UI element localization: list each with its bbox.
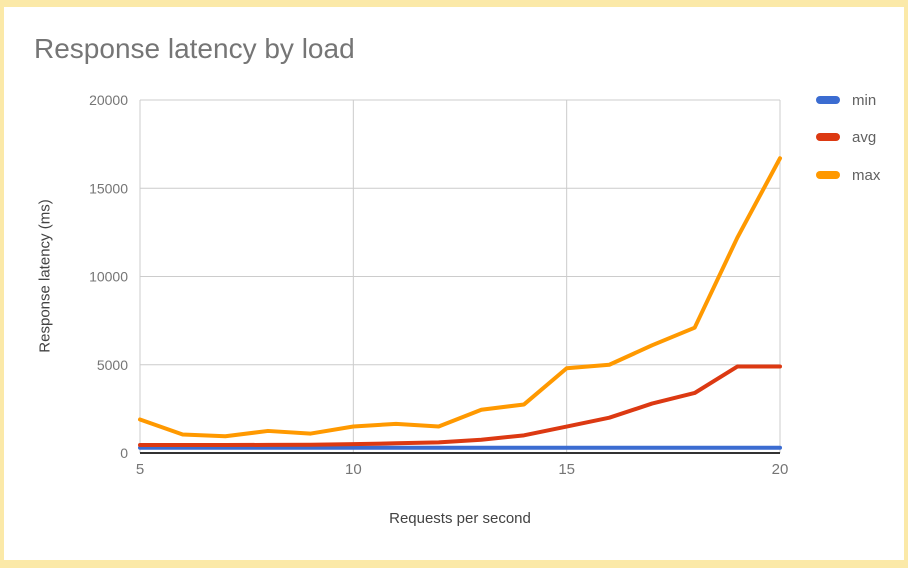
x-axis-title: Requests per second <box>389 510 531 527</box>
legend-swatch-max <box>816 171 840 179</box>
chart-title: Response latency by load <box>34 33 355 64</box>
legend-label-min: min <box>852 91 877 109</box>
legend-item-max: max <box>816 166 881 184</box>
svg-text:15000: 15000 <box>89 180 128 196</box>
legend-label-max: max <box>852 166 881 184</box>
legend-item-avg: avg <box>816 128 877 146</box>
svg-text:5: 5 <box>136 461 144 478</box>
svg-text:15: 15 <box>558 461 575 478</box>
svg-text:20000: 20000 <box>89 92 128 108</box>
legend-swatch-avg <box>816 133 840 141</box>
svg-text:20: 20 <box>772 461 789 478</box>
svg-text:0: 0 <box>120 445 128 461</box>
legend-swatch-min <box>816 96 840 104</box>
svg-text:10000: 10000 <box>89 269 128 285</box>
legend-item-min: min <box>816 91 877 109</box>
svg-text:10: 10 <box>345 461 362 478</box>
legend-label-avg: avg <box>852 128 877 146</box>
svg-text:5000: 5000 <box>97 357 128 373</box>
